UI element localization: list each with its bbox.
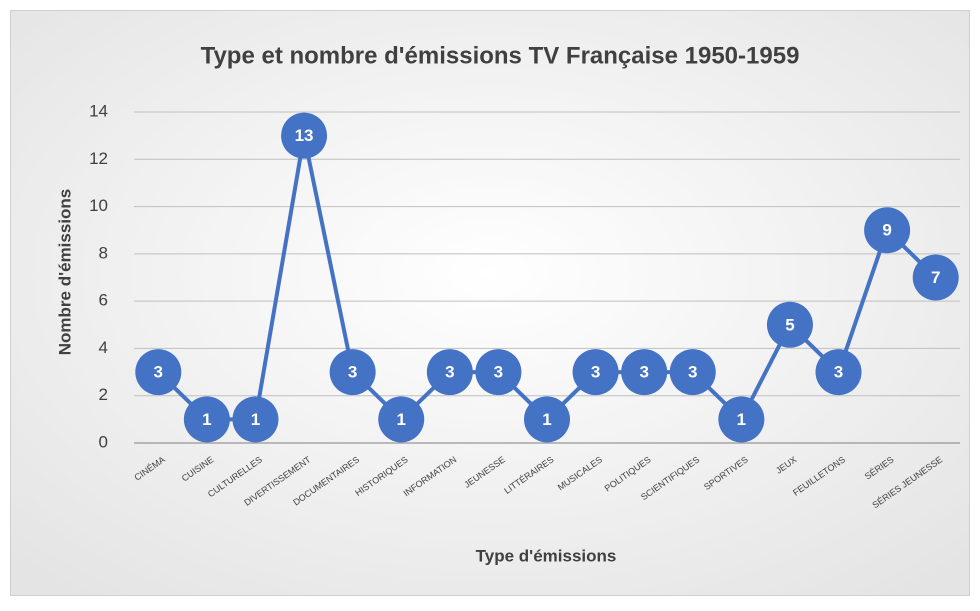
- data-label: 1: [397, 410, 406, 429]
- data-label: 5: [785, 315, 794, 334]
- marker: [378, 396, 425, 443]
- data-label: 3: [834, 363, 843, 382]
- data-label: 3: [591, 363, 600, 382]
- data-label: 1: [542, 410, 551, 429]
- data-label: 13: [295, 126, 314, 145]
- data-label: 1: [202, 410, 211, 429]
- data-label: 3: [494, 363, 503, 382]
- y-tick-label: 12: [89, 149, 108, 168]
- data-label: 1: [251, 410, 260, 429]
- data-label: 3: [445, 363, 454, 382]
- marker: [718, 396, 765, 443]
- marker: [669, 349, 716, 396]
- data-label: 3: [154, 363, 163, 382]
- data-label: 1: [737, 410, 746, 429]
- marker: [183, 396, 230, 443]
- y-tick-label: 10: [89, 196, 108, 215]
- marker: [135, 349, 182, 396]
- y-tick-label: 2: [99, 385, 108, 404]
- chart-title: Type et nombre d'émissions TV Française …: [201, 42, 800, 69]
- marker: [815, 349, 862, 396]
- y-tick-label: 4: [99, 338, 108, 357]
- chart-frame: [10, 10, 970, 596]
- marker: [475, 349, 522, 396]
- marker: [329, 349, 376, 396]
- marker: [572, 349, 619, 396]
- marker: [621, 349, 668, 396]
- data-label: 3: [348, 363, 357, 382]
- y-axis-title: Nombre d'émissions: [55, 189, 74, 356]
- y-tick-label: 6: [99, 291, 108, 310]
- marker: [766, 301, 813, 348]
- y-tick-label: 8: [99, 243, 108, 262]
- data-label: 7: [931, 268, 940, 287]
- data-label: 3: [688, 363, 697, 382]
- marker: [426, 349, 473, 396]
- data-label: 3: [639, 363, 648, 382]
- marker: [524, 396, 570, 443]
- data-label: 9: [882, 221, 891, 240]
- marker: [864, 207, 911, 254]
- x-axis-title: Type d'émissions: [476, 546, 617, 565]
- marker: [232, 396, 279, 443]
- marker: [281, 112, 328, 159]
- y-tick-label: 0: [99, 432, 108, 451]
- y-tick-label: 14: [89, 101, 108, 120]
- marker: [912, 254, 959, 301]
